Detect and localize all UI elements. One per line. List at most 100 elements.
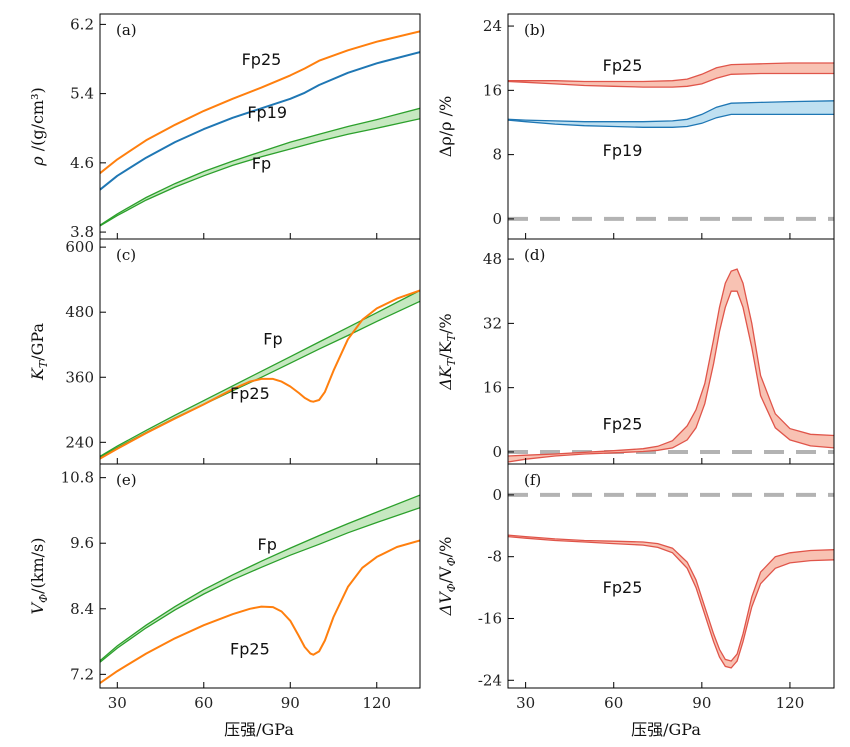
y-label-part-sub: T — [37, 359, 50, 368]
y-tick-label-f-2: -8 — [487, 548, 502, 566]
y-tick-label-c-3: 600 — [65, 238, 94, 256]
plot-area-c — [100, 289, 420, 460]
series-annotation-a-1: Fp19 — [247, 103, 287, 122]
panel-e: 7.2 8.4 9.6 10.8 30 60 90 120 (e) VΦ/(km/s) Fp Fp25 — [28, 463, 421, 712]
series-annotation-a-0: Fp25 — [242, 50, 282, 69]
x-tick-label-f-2: 90 — [692, 694, 711, 712]
series-annotation-e-1: Fp25 — [230, 640, 270, 659]
y-label-part-sub: T — [445, 357, 458, 366]
y-label-part-rest: /GPa — [28, 323, 47, 361]
y-tick-label-e-1: 8.4 — [70, 600, 94, 618]
panel-label-c: (c) — [116, 246, 136, 264]
y-tick-label-e-0: 7.2 — [70, 665, 94, 683]
y-axis-label-f: ΔVΦ/VΦ/% — [436, 537, 458, 617]
x-tick-label-f-0: 30 — [516, 694, 535, 712]
x-tick-label-e-3: 120 — [362, 694, 391, 712]
y-label-part-sub2: T — [445, 332, 458, 341]
series-line-a-fp25 — [100, 30, 420, 174]
band-edge-y2-a-fp — [100, 107, 420, 226]
panel-c: 240 360 480 600 (c) KT/GPa Fp Fp25 — [28, 238, 421, 465]
series-annotation-e-0: Fp — [258, 535, 277, 554]
series-annotation-f-0: Fp25 — [603, 578, 643, 597]
series-annotation-b-0: Fp25 — [603, 56, 643, 75]
band-fill-b-fp19 — [508, 100, 834, 128]
y-tick-label-d-2: 32 — [483, 314, 502, 332]
y-tick-label-c-0: 240 — [65, 433, 94, 451]
y-axis-label-d: ΔKT/KT/% — [436, 313, 458, 390]
y-tick-label-c-1: 360 — [65, 368, 94, 386]
series-line-c-fp25 — [100, 289, 420, 460]
x-tick-label-f-3: 120 — [776, 694, 805, 712]
frame-f — [507, 463, 835, 689]
series-annotation-b-1: Fp19 — [603, 141, 643, 160]
y-tick-label-d-0: 0 — [492, 443, 502, 461]
y-tick-label-a-2: 5.4 — [70, 85, 94, 103]
y-label-part-rest: /(g/cm³) — [28, 87, 47, 156]
y-tick-label-b-2: 16 — [483, 81, 502, 99]
band-edge-y2-d-fp25 — [508, 268, 834, 457]
band-fill-f-fp25 — [508, 535, 834, 668]
plot-area-f — [508, 492, 834, 669]
band-fill-c-fp — [100, 290, 420, 458]
y-tick-label-e-2: 9.6 — [70, 534, 94, 552]
band-edge-y2-e-fp — [100, 494, 420, 662]
frame-e — [99, 463, 421, 689]
y-tick-label-b-3: 24 — [483, 17, 502, 35]
series-line-a-fp19 — [100, 51, 420, 191]
y-label-part-rest2: /% — [436, 537, 455, 558]
series-line-e-fp25 — [100, 539, 420, 684]
y-tick-label-b-0: 0 — [492, 210, 502, 228]
band-edge-y2-c-fp — [100, 289, 420, 457]
y-tick-label-c-2: 480 — [65, 303, 94, 321]
band-edge-y1-b-fp25 — [508, 72, 834, 88]
y-tick-label-f-1: -16 — [478, 609, 502, 627]
y-label-part-rest2: /% — [436, 313, 455, 334]
series-annotation-c-1: Fp25 — [230, 384, 270, 403]
y-tick-label-a-0: 3.8 — [70, 223, 94, 241]
x-axis-label-right: 压强/GPa — [631, 720, 701, 739]
plot-area-d — [508, 268, 834, 463]
band-fill-b-fp25 — [508, 63, 834, 88]
y-tick-label-a-3: 6.2 — [70, 15, 94, 33]
y-label-part-symbol: ΔV — [436, 591, 455, 617]
y-label-part-sub: Φ — [37, 594, 50, 603]
band-edge-y2-f-fp25 — [508, 534, 834, 662]
x-tick-label-e-1: 60 — [194, 694, 213, 712]
panel-a: 3.8 4.6 5.4 6.2 (a) ρ /(g/cm³) Fp25 Fp19 Fp — [28, 13, 421, 241]
band-fill-a-fp — [100, 108, 420, 226]
series-annotation-c-0: Fp — [263, 330, 282, 349]
panel-b: 0 8 16 24 (b) Δρ/ρ /% Fp25 Fp19 — [436, 13, 835, 240]
y-label-part-rest: /K — [436, 340, 455, 358]
y-label-part-rest: ρ/ρ /% — [436, 96, 455, 146]
panel-label-f: (f) — [524, 471, 541, 489]
y-tick-label-d-3: 48 — [483, 250, 502, 268]
y-axis-label-a: ρ /(g/cm³) — [28, 87, 47, 167]
band-edge-y1-d-fp25 — [508, 290, 834, 463]
y-label-part-sub2: Φ — [445, 557, 458, 566]
y-label-part-symbol: V — [28, 601, 47, 614]
band-edge-y1-f-fp25 — [508, 535, 834, 669]
y-label-part-symbol: K — [28, 367, 47, 381]
band-fill-e-fp — [100, 495, 420, 663]
x-tick-label-e-2: 90 — [281, 694, 300, 712]
y-tick-label-e-3: 10.8 — [61, 469, 94, 487]
y-label-part-sub: Φ — [445, 583, 458, 592]
panel-label-e: (e) — [116, 471, 137, 489]
y-tick-label-f-3: 0 — [492, 486, 502, 504]
plot-area-a — [100, 30, 420, 227]
y-label-part-symbol: Δ — [436, 146, 455, 158]
series-annotation-a-2: Fp — [252, 154, 271, 173]
band-edge-y2-b-fp25 — [508, 62, 834, 83]
panel-label-a: (a) — [116, 21, 137, 39]
panel-f: -24 -16 -8 0 30 60 90 120 (f) ΔVΦ/VΦ/% Fp25 — [436, 463, 835, 712]
band-edge-y1-b-fp19 — [508, 113, 834, 128]
y-label-part-symbol: ρ — [28, 156, 47, 167]
plot-area-b — [508, 62, 834, 221]
band-edge-y2-b-fp19 — [508, 100, 834, 123]
y-axis-label-c: KT/GPa — [28, 323, 50, 382]
x-tick-label-f-1: 60 — [604, 694, 623, 712]
y-tick-label-f-0: -24 — [478, 671, 502, 689]
x-axis-label-left: 压强/GPa — [224, 720, 294, 739]
